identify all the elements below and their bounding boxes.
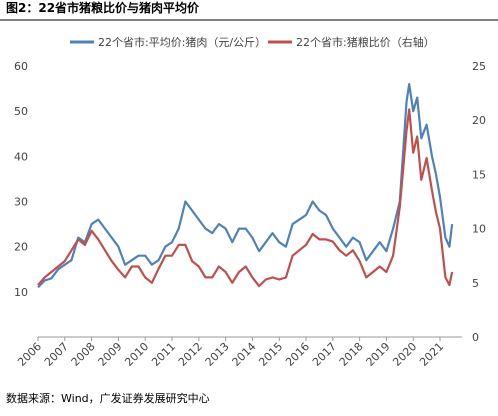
x-tick-label: 2015 — [256, 340, 285, 369]
y2-tick-label: 15 — [472, 168, 486, 181]
legend-label: 22个省市:猪粮比价（右轴） — [296, 35, 435, 49]
x-tick-label: 2017 — [310, 340, 339, 369]
chart-title: 图2：22省市猪粮比价与猪肉平均价 — [6, 0, 200, 15]
y-tick-label: 10 — [14, 286, 28, 299]
y-tick-label: 40 — [14, 150, 28, 163]
x-tick-label: 2020 — [390, 340, 419, 369]
y2-tick-label: 5 — [472, 277, 479, 290]
x-tick-label: 2014 — [230, 340, 259, 369]
x-tick-label: 2019 — [364, 340, 393, 369]
x-tick-label: 2012 — [176, 340, 205, 369]
y-tick-label: 30 — [14, 196, 28, 209]
series-line — [37, 83, 454, 289]
x-tick-label: 2006 — [15, 340, 44, 369]
y2-tick-label: 25 — [472, 60, 486, 73]
x-tick-label: 2008 — [69, 340, 98, 369]
x-tick-label: 2007 — [42, 340, 71, 369]
x-tick-label: 2016 — [283, 340, 312, 369]
y2-tick-label: 20 — [472, 114, 486, 127]
y2-tick-label: 0 — [472, 331, 479, 344]
source-note: 数据来源：Wind，广发证券发展研究中心 — [6, 391, 210, 405]
x-tick-label: 2010 — [122, 340, 151, 369]
series-line — [37, 108, 454, 288]
x-tick-label: 2011 — [149, 340, 178, 369]
x-tick-label: 2021 — [417, 340, 446, 369]
x-tick-label: 2013 — [203, 340, 232, 369]
legend-label: 22个省市:平均价:猪肉（元/公斤） — [98, 35, 266, 49]
y2-tick-label: 10 — [472, 223, 486, 236]
x-tick-label: 2018 — [337, 340, 366, 369]
y-tick-label: 20 — [14, 241, 28, 254]
y-tick-label: 60 — [14, 60, 28, 73]
y-tick-label: 50 — [14, 105, 28, 118]
x-tick-label: 2009 — [96, 340, 125, 369]
